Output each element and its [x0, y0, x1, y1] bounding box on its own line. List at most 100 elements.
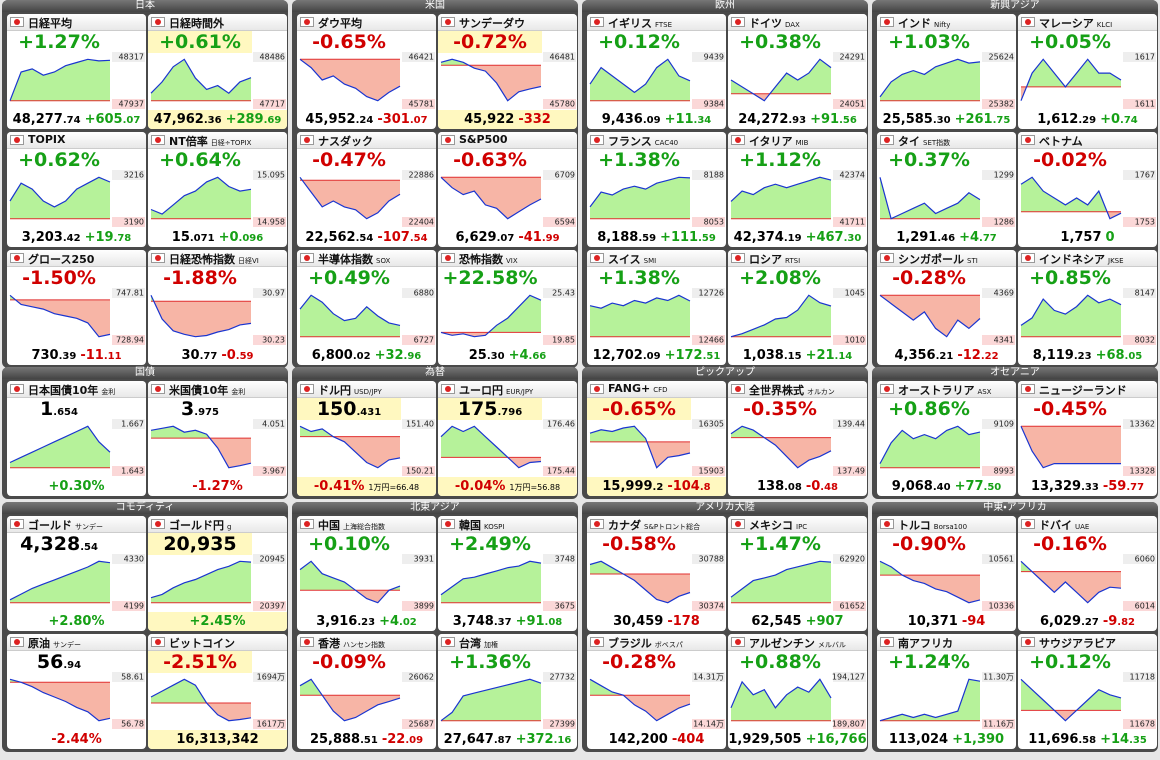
name-text: ベトナム: [1039, 135, 1083, 148]
tile[interactable]: トルコ Borsa100 -0.90% 10561 10336 10,371 -94: [877, 516, 1016, 631]
section: 日本 日経平均 +1.27% 48317 47937 48,277.74 +605.07 日経…: [2, 0, 288, 368]
name-text: ゴールド円: [169, 519, 224, 532]
footer: 62,545 +907: [728, 612, 867, 631]
tile[interactable]: ドル円 USD/JPY 150.431 151.40 150.21 -0.41% 1万円=6…: [297, 381, 436, 496]
tile[interactable]: 米国債10年 金利 3.975 4.051 3.967 -1.27%: [148, 381, 287, 496]
tile[interactable]: NT倍率 日経÷TOPIX +0.64% 15.095 14.958 15.071 +0.0…: [148, 132, 287, 247]
tile[interactable]: メキシコ IPC +1.47% 62920 61652 62,545 +907: [728, 516, 867, 631]
tile[interactable]: オーストラリア ASX +0.86% 9109 8993 9,068.40 +77.50: [877, 381, 1016, 496]
tile[interactable]: 日経恐怖指数 日経VI -1.88% 30.97 30.23 30.77 -0.59: [148, 250, 287, 365]
tile[interactable]: TOPIX +0.62% 3216 3190 3,203.42 +19.78: [7, 132, 146, 247]
tile-header: 日本国債10年 金利: [7, 381, 146, 398]
tile[interactable]: FANG+ CFD -0.65% 16305 15903 15,999.2 -104.8: [587, 381, 726, 496]
tile[interactable]: 台湾 加権 +1.36% 27732 27399 27,647.87 +372.16: [438, 634, 577, 749]
flag-icon: [300, 637, 314, 647]
lo-label: 30374: [699, 602, 724, 611]
tile[interactable]: ナスダック -0.47% 22886 22404 22,562.54 -107.54: [297, 132, 436, 247]
area-down: [300, 59, 400, 101]
section: 中東・アフリカ トルコ Borsa100 -0.90% 10561 10336 10,371…: [872, 502, 1158, 752]
spark-line: [9, 560, 111, 601]
flag-icon: [880, 637, 894, 647]
tile[interactable]: 中国 上海総合指数 +0.10% 3931 3899 3,916.23 +4.02: [297, 516, 436, 631]
tile[interactable]: マレーシア KLCI +0.05% 1617 1611 1,612.29 +0.74: [1018, 14, 1157, 129]
tile-name: ドバイ UAE: [1039, 517, 1089, 533]
sub-label: g: [227, 523, 232, 531]
hi-label: 27732: [550, 673, 575, 682]
tile[interactable]: ドバイ UAE -0.16% 6060 6014 6,029.27 -9.82: [1018, 516, 1157, 631]
tile[interactable]: アルゼンチン メルバル +0.88% 194,127 189,807 1,929,505 +…: [728, 634, 867, 749]
change: -104.8: [667, 479, 711, 494]
headline: -1.88%: [163, 267, 237, 289]
spark-line: [150, 425, 252, 469]
lo-label: 13328: [1130, 467, 1155, 476]
area-up: [590, 295, 690, 337]
tile[interactable]: シンガポール STI -0.28% 4369 4341 4,356.21 -12.22: [877, 250, 1016, 365]
tile[interactable]: 南アフリカ +1.24% 11.30万 11.16万 113,024 +1,390: [877, 634, 1016, 749]
tile-name: 恐怖指数 VIX: [459, 251, 518, 267]
lo-bg: [1123, 601, 1156, 611]
sub-label: SET指数: [923, 139, 951, 147]
tile[interactable]: 韓国 KOSPI +2.49% 3748 3675 3,748.37 +91.08: [438, 516, 577, 631]
tile[interactable]: 恐怖指数 VIX +22.58% 25.43 19.85 25.30 +4.66: [438, 250, 577, 365]
sub-label: メルバル: [817, 641, 846, 649]
tile[interactable]: ベトナム -0.02% 1767 1753 1,757 0: [1018, 132, 1157, 247]
tile[interactable]: ロシア RTSI +2.08% 1045 1010 1,038.15 +21.14: [728, 250, 867, 365]
tile[interactable]: ダウ平均 -0.65% 46421 45781 45,952.24 -301.07: [297, 14, 436, 129]
change: -59.77: [1102, 479, 1145, 494]
tile[interactable]: 半導体指数 SOX +0.49% 6880 6727 6,800.02 +32.96: [297, 250, 436, 365]
flag-icon: [590, 384, 604, 394]
tile-name: ベトナム: [1039, 133, 1083, 149]
tile[interactable]: サンデーダウ -0.72% 46481 45780 45,922 -332: [438, 14, 577, 129]
tile[interactable]: 香港 ハンセン指数 -0.09% 26062 25687 25,888.51 -22.09: [297, 634, 436, 749]
tile-name: インド Nifty: [898, 15, 950, 31]
tile[interactable]: 日本国債10年 金利 1.654 1.667 1.643 +0.30%: [7, 381, 146, 496]
flag-icon: [590, 17, 604, 27]
spark-chart: 9439 9384: [589, 52, 725, 109]
tile[interactable]: タイ SET指数 +0.37% 1299 1286 1,291.46 +4.77: [877, 132, 1016, 247]
tile[interactable]: フランス CAC40 +1.38% 8188 8053 8,188.59 +111.59: [587, 132, 726, 247]
tile[interactable]: ゴールド円 g 20,935 20945 20397 +2.45%: [148, 516, 287, 631]
flag-icon: [1021, 384, 1035, 394]
tile[interactable]: ニュージーランド -0.45% 13362 13328 13,329.33 -59.77: [1018, 381, 1157, 496]
tile-header: サンデーダウ: [438, 14, 577, 31]
tile-name: アルゼンチン メルバル: [749, 635, 846, 651]
tile[interactable]: ブラジル ボベスパ -0.28% 14.31万 14.14万 142,200 -404: [587, 634, 726, 749]
tile[interactable]: インド Nifty +1.03% 25624 25382 25,585.30 +261.75: [877, 14, 1016, 129]
change: -178: [667, 614, 700, 629]
tile[interactable]: スイス SMI +1.38% 12726 12466 12,702.09 +172.51: [587, 250, 726, 365]
footer: 3,748.37 +91.08: [438, 612, 577, 631]
tile[interactable]: S&P500 -0.63% 6709 6594 6,629.07 -41.99: [438, 132, 577, 247]
tile[interactable]: ユーロ円 EUR/JPY 175.796 176.46 175.44 -0.04% 1万円=…: [438, 381, 577, 496]
area-up: [731, 561, 831, 603]
price: 15.071: [171, 230, 215, 245]
hi-label: 11718: [1130, 673, 1155, 682]
tile-header: トルコ Borsa100: [877, 516, 1016, 533]
lo-bg: [982, 335, 1015, 345]
spark-line: [589, 294, 691, 309]
tile[interactable]: イタリア MIB +1.12% 42374 41711 42,374.19 +467.30: [728, 132, 867, 247]
hi-bg: [402, 170, 435, 180]
tile[interactable]: ドイツ DAX +0.38% 24291 24051 24,272.93 +91.56: [728, 14, 867, 129]
tile[interactable]: 日経時間外 +0.61% 48486 47717 47,962.36 +289.69: [148, 14, 287, 129]
lo-label: 45780: [550, 100, 575, 109]
tile[interactable]: ビットコイン -2.51% 1694万 1617万 16,313,342: [148, 634, 287, 749]
sub-label: 上海総合指数: [343, 523, 385, 531]
tile[interactable]: カナダ S&Pトロント総合 -0.58% 30788 30374 30,459 -178: [587, 516, 726, 631]
headline: -0.65%: [587, 398, 691, 420]
spark-chart: 3931 3899: [299, 554, 435, 611]
tile-header: イギリス FTSE: [587, 14, 726, 31]
tile[interactable]: サウジアラビア +0.12% 11718 11678 11,696.58 +14.35: [1018, 634, 1157, 749]
spark-chart: 24291 24051: [730, 52, 866, 109]
tile[interactable]: ゴールド サンデー 4,328.54 4330 4199 +2.80%: [7, 516, 146, 631]
flag-icon: [151, 384, 165, 394]
tile[interactable]: イギリス FTSE +0.12% 9439 9384 9,436.09 +11.34: [587, 14, 726, 129]
tile[interactable]: グロース250 -1.50% 747.81 728.94 730.39 -11.11: [7, 250, 146, 365]
lo-label: 1.643: [121, 467, 144, 476]
lo-label: 4199: [124, 602, 144, 611]
tile[interactable]: 全世界株式 オルカン -0.35% 139.44 137.49 138.08 -0.48: [728, 381, 867, 496]
tile[interactable]: インドネシア JKSE +0.85% 8147 8032 8,119.23 +68.05: [1018, 250, 1157, 365]
name-text: マレーシア: [1039, 17, 1094, 30]
flag-icon: [10, 519, 24, 529]
tile[interactable]: 日経平均 +1.27% 48317 47937 48,277.74 +605.07: [7, 14, 146, 129]
tile[interactable]: 原油 サンデー 56.94 58.61 56.78 -2.44%: [7, 634, 146, 749]
